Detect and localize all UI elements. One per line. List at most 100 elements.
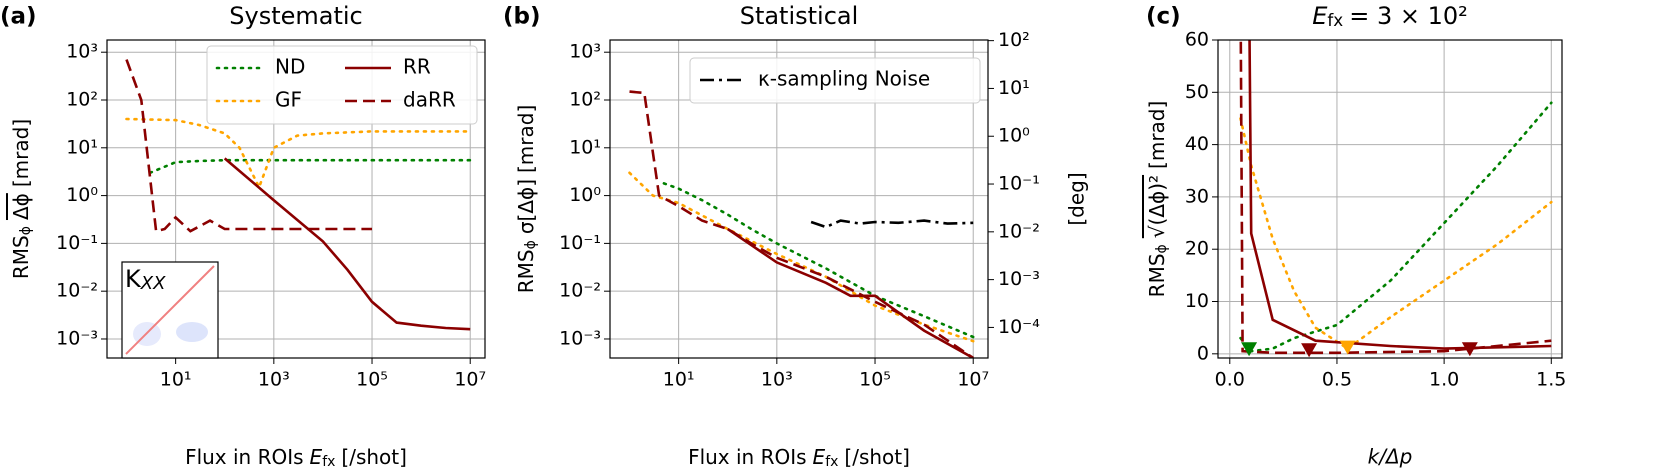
x-axis-label: k/Δp [1368, 445, 1413, 469]
y2-tick-label: 10⁻⁴ [998, 316, 1040, 338]
axes-frame [609, 39, 989, 359]
series-line [125, 117, 472, 191]
x-axis-label: Flux in ROIs Efx [/shot] [688, 445, 910, 470]
legend-label: daRR [403, 88, 456, 112]
x-tick-label: 10¹ [160, 369, 192, 391]
series-line [726, 227, 974, 358]
x-tick-label: 10⁷ [454, 369, 486, 391]
minimum-marker [1241, 342, 1258, 357]
legend-label: GF [275, 88, 302, 112]
x-tick-label: 10⁵ [859, 369, 891, 391]
label-part: σ[Δϕ] [514, 179, 538, 234]
label-part: E [310, 445, 323, 469]
label-part: Δϕ [9, 193, 33, 220]
y-tick-label: 50 [1185, 81, 1209, 103]
y-tick-label: 10⁻³ [559, 327, 601, 349]
panel-label: (b) [503, 4, 541, 30]
legend-label: ND [275, 55, 305, 79]
label-part: [mrad] [9, 119, 33, 187]
y-tick-label: 10 [1185, 290, 1209, 312]
y-tick-label: 10² [66, 88, 98, 110]
y-axis-label: RMSϕ √(Δϕ)² [mrad] [1145, 101, 1170, 298]
label-part: [/shot] [844, 445, 910, 469]
x-axis-label: Flux in ROIs Efx [/shot] [185, 445, 407, 470]
x-tick-label: 10⁷ [957, 369, 989, 391]
minimum-marker [1301, 343, 1318, 358]
label-part: ϕ [523, 240, 539, 249]
series-line [1239, 101, 1553, 353]
x-tick-label: 1.0 [1429, 369, 1459, 391]
x-tick-label: 0.0 [1215, 369, 1245, 391]
plot-area [628, 90, 975, 358]
y2-axis-label: [deg] [1065, 172, 1089, 225]
y-tick-label: 10⁰ [569, 184, 601, 206]
y-tick-label: 10⁰ [66, 184, 98, 206]
label-part: Flux in ROIs [688, 445, 806, 469]
y-axis-label: RMSϕ σ[Δϕ] [mrad] [514, 105, 539, 294]
series-line [1239, 117, 1553, 351]
y2-tick-label: 10¹ [998, 77, 1030, 99]
y-tick-label: 10¹ [66, 136, 98, 158]
label-part: RMS [514, 249, 538, 293]
series-line [810, 219, 974, 229]
axes-frame [106, 39, 486, 359]
x-tick-label: 10⁵ [356, 369, 388, 391]
y-tick-label: 40 [1185, 133, 1209, 155]
series-line [629, 90, 974, 358]
x-tick-label: 1.5 [1536, 369, 1566, 391]
inset-diagonal [125, 265, 215, 355]
y-tick-label: 10¹ [569, 136, 601, 158]
y-tick-label: 10³ [66, 41, 98, 63]
label-part: RMS [1145, 253, 1169, 297]
plot-area [1239, 40, 1553, 355]
y-tick-label: 10⁻² [559, 280, 601, 302]
legend-box [689, 57, 981, 104]
x-tick-label: 0.5 [1322, 369, 1352, 391]
y2-tick-label: 10⁰ [998, 125, 1030, 147]
series-line [662, 182, 975, 339]
series-line [1248, 40, 1552, 350]
series-line [125, 59, 372, 233]
label-part: [/shot] [341, 445, 407, 469]
y-tick-label: 10³ [569, 41, 601, 63]
y-tick-label: 10⁻¹ [56, 232, 98, 254]
y2-tick-label: 10⁻¹ [998, 173, 1040, 195]
label-part: Flux in ROIs [185, 445, 303, 469]
plot-area [125, 59, 472, 331]
inset-blob [176, 322, 208, 342]
label-part: XX [140, 273, 166, 294]
label-part: K [125, 265, 142, 293]
minimum-marker [1339, 340, 1356, 355]
x-tick-label: 10³ [761, 369, 793, 391]
y-tick-label: 30 [1185, 185, 1209, 207]
y2-tick-label: 10² [998, 29, 1030, 51]
label-part: RMS [9, 235, 33, 279]
y2-tick-label: 10⁻³ [998, 268, 1040, 290]
label-part: √(Δϕ)² [1145, 175, 1169, 238]
label-part: ϕ [18, 226, 34, 235]
series-line [1239, 40, 1552, 355]
y-tick-label: 60 [1185, 29, 1209, 51]
series-line [628, 171, 975, 343]
label-part: ϕ [1154, 244, 1170, 253]
inset-label: KXX [125, 265, 166, 294]
legend-box [206, 45, 478, 125]
y-tick-label: 20 [1185, 238, 1209, 260]
y-tick-label: 10² [569, 88, 601, 110]
label-part: [mrad] [1145, 101, 1169, 169]
label-part: fx [1327, 10, 1343, 30]
label-part: fx [322, 454, 335, 470]
label-part: [mrad] [514, 105, 538, 173]
legend-label: κ-sampling Noise [758, 67, 930, 91]
x-tick-label: 10³ [258, 369, 290, 391]
chart-title: Statistical [740, 2, 859, 30]
y-tick-label: 0 [1197, 342, 1209, 364]
chart-title: Systematic [229, 2, 362, 30]
y-tick-label: 10⁻¹ [559, 232, 601, 254]
y-tick-label: 10⁻³ [56, 327, 98, 349]
panel-label: (a) [0, 4, 37, 30]
y-tick-label: 10⁻² [56, 280, 98, 302]
label-part: E [1312, 2, 1328, 30]
label-part: fx [825, 454, 838, 470]
